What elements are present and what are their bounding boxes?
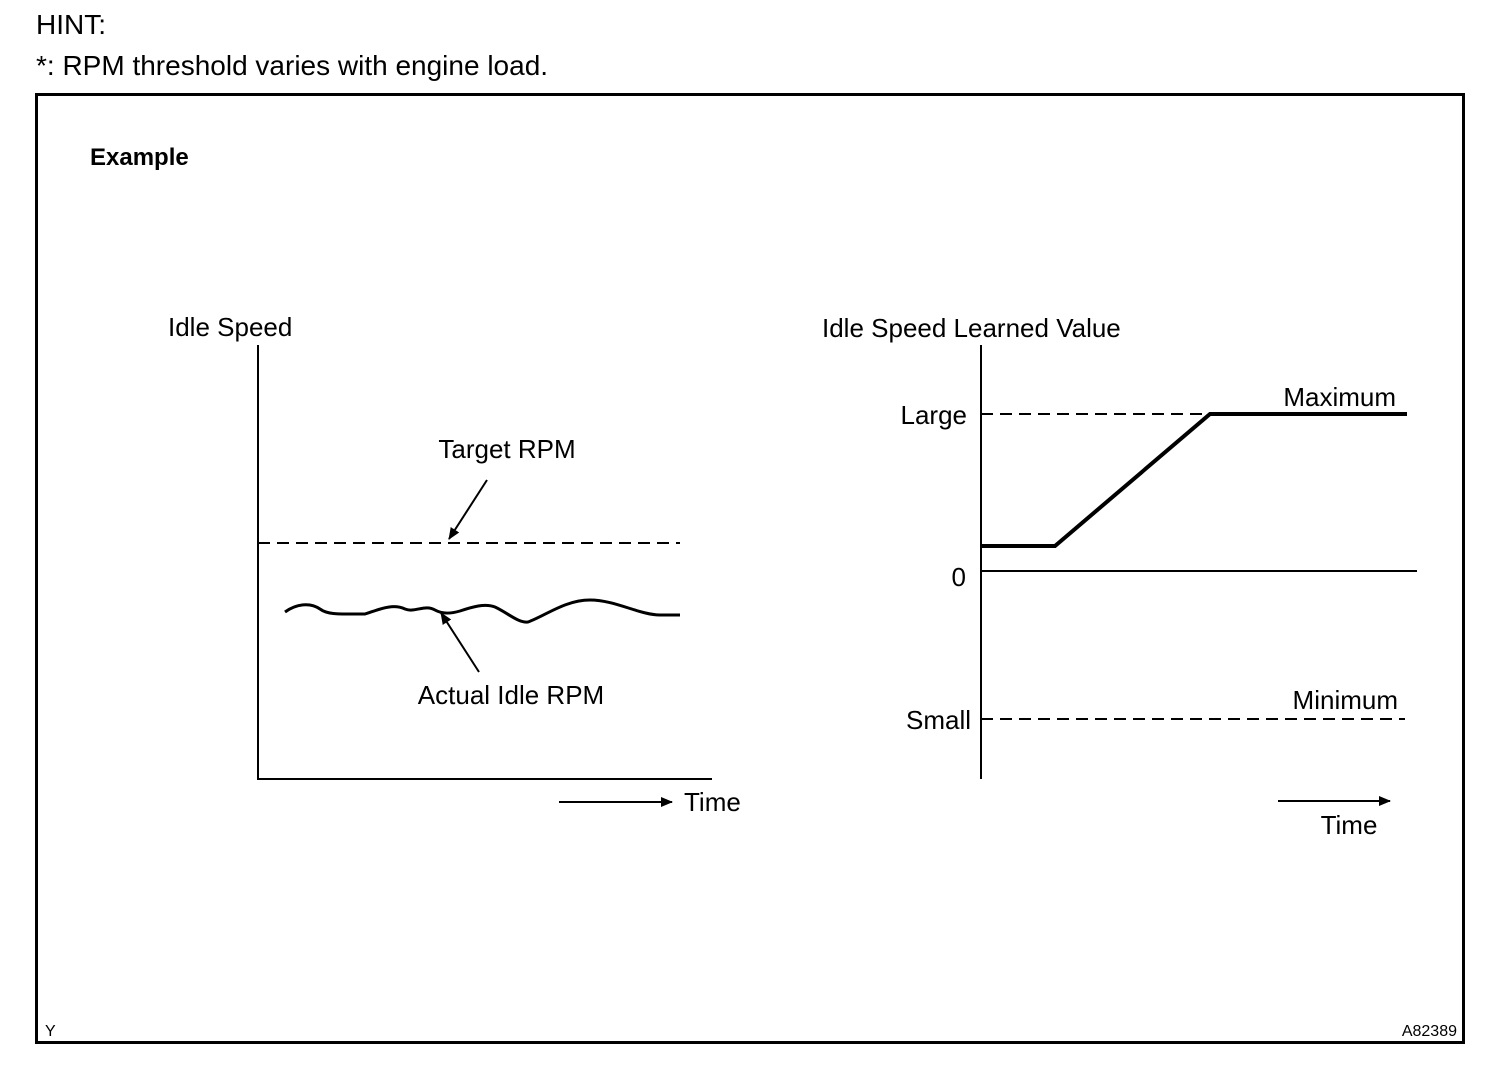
- tick-small-label: Small: [906, 705, 971, 735]
- target-rpm-label: Target RPM: [438, 434, 575, 464]
- minimum-label: Minimum: [1293, 685, 1398, 715]
- target-rpm-pointer: [448, 479, 488, 540]
- right-y-axis-label: Idle Speed Learned Value: [822, 313, 1121, 343]
- figure-id: A82389: [1402, 1023, 1457, 1040]
- left-graph: Idle Speed Target RPM Actual Idle RPM Ti…: [168, 312, 741, 817]
- figure-heading: Example: [90, 144, 189, 171]
- hint-note: *: RPM threshold varies with engine load…: [36, 50, 549, 81]
- actual-idle-rpm-label: Actual Idle RPM: [418, 680, 604, 710]
- actual-idle-rpm-curve: [284, 598, 680, 624]
- tick-large-label: Large: [901, 400, 968, 430]
- maximum-label: Maximum: [1283, 382, 1396, 412]
- figure-frame: [35, 93, 1465, 1044]
- figure-corner-left: Y: [45, 1023, 56, 1040]
- learned-value-curve: [981, 412, 1407, 548]
- right-time-label: Time: [1321, 810, 1378, 840]
- hint-title: HINT:: [36, 9, 106, 40]
- left-time-label: Time: [684, 787, 741, 817]
- left-y-axis-label: Idle Speed: [168, 312, 292, 342]
- tick-zero-label: 0: [952, 562, 966, 592]
- actual-idle-rpm-pointer: [440, 612, 480, 673]
- right-graph: Idle Speed Learned Value Large 0 Small M…: [822, 313, 1417, 840]
